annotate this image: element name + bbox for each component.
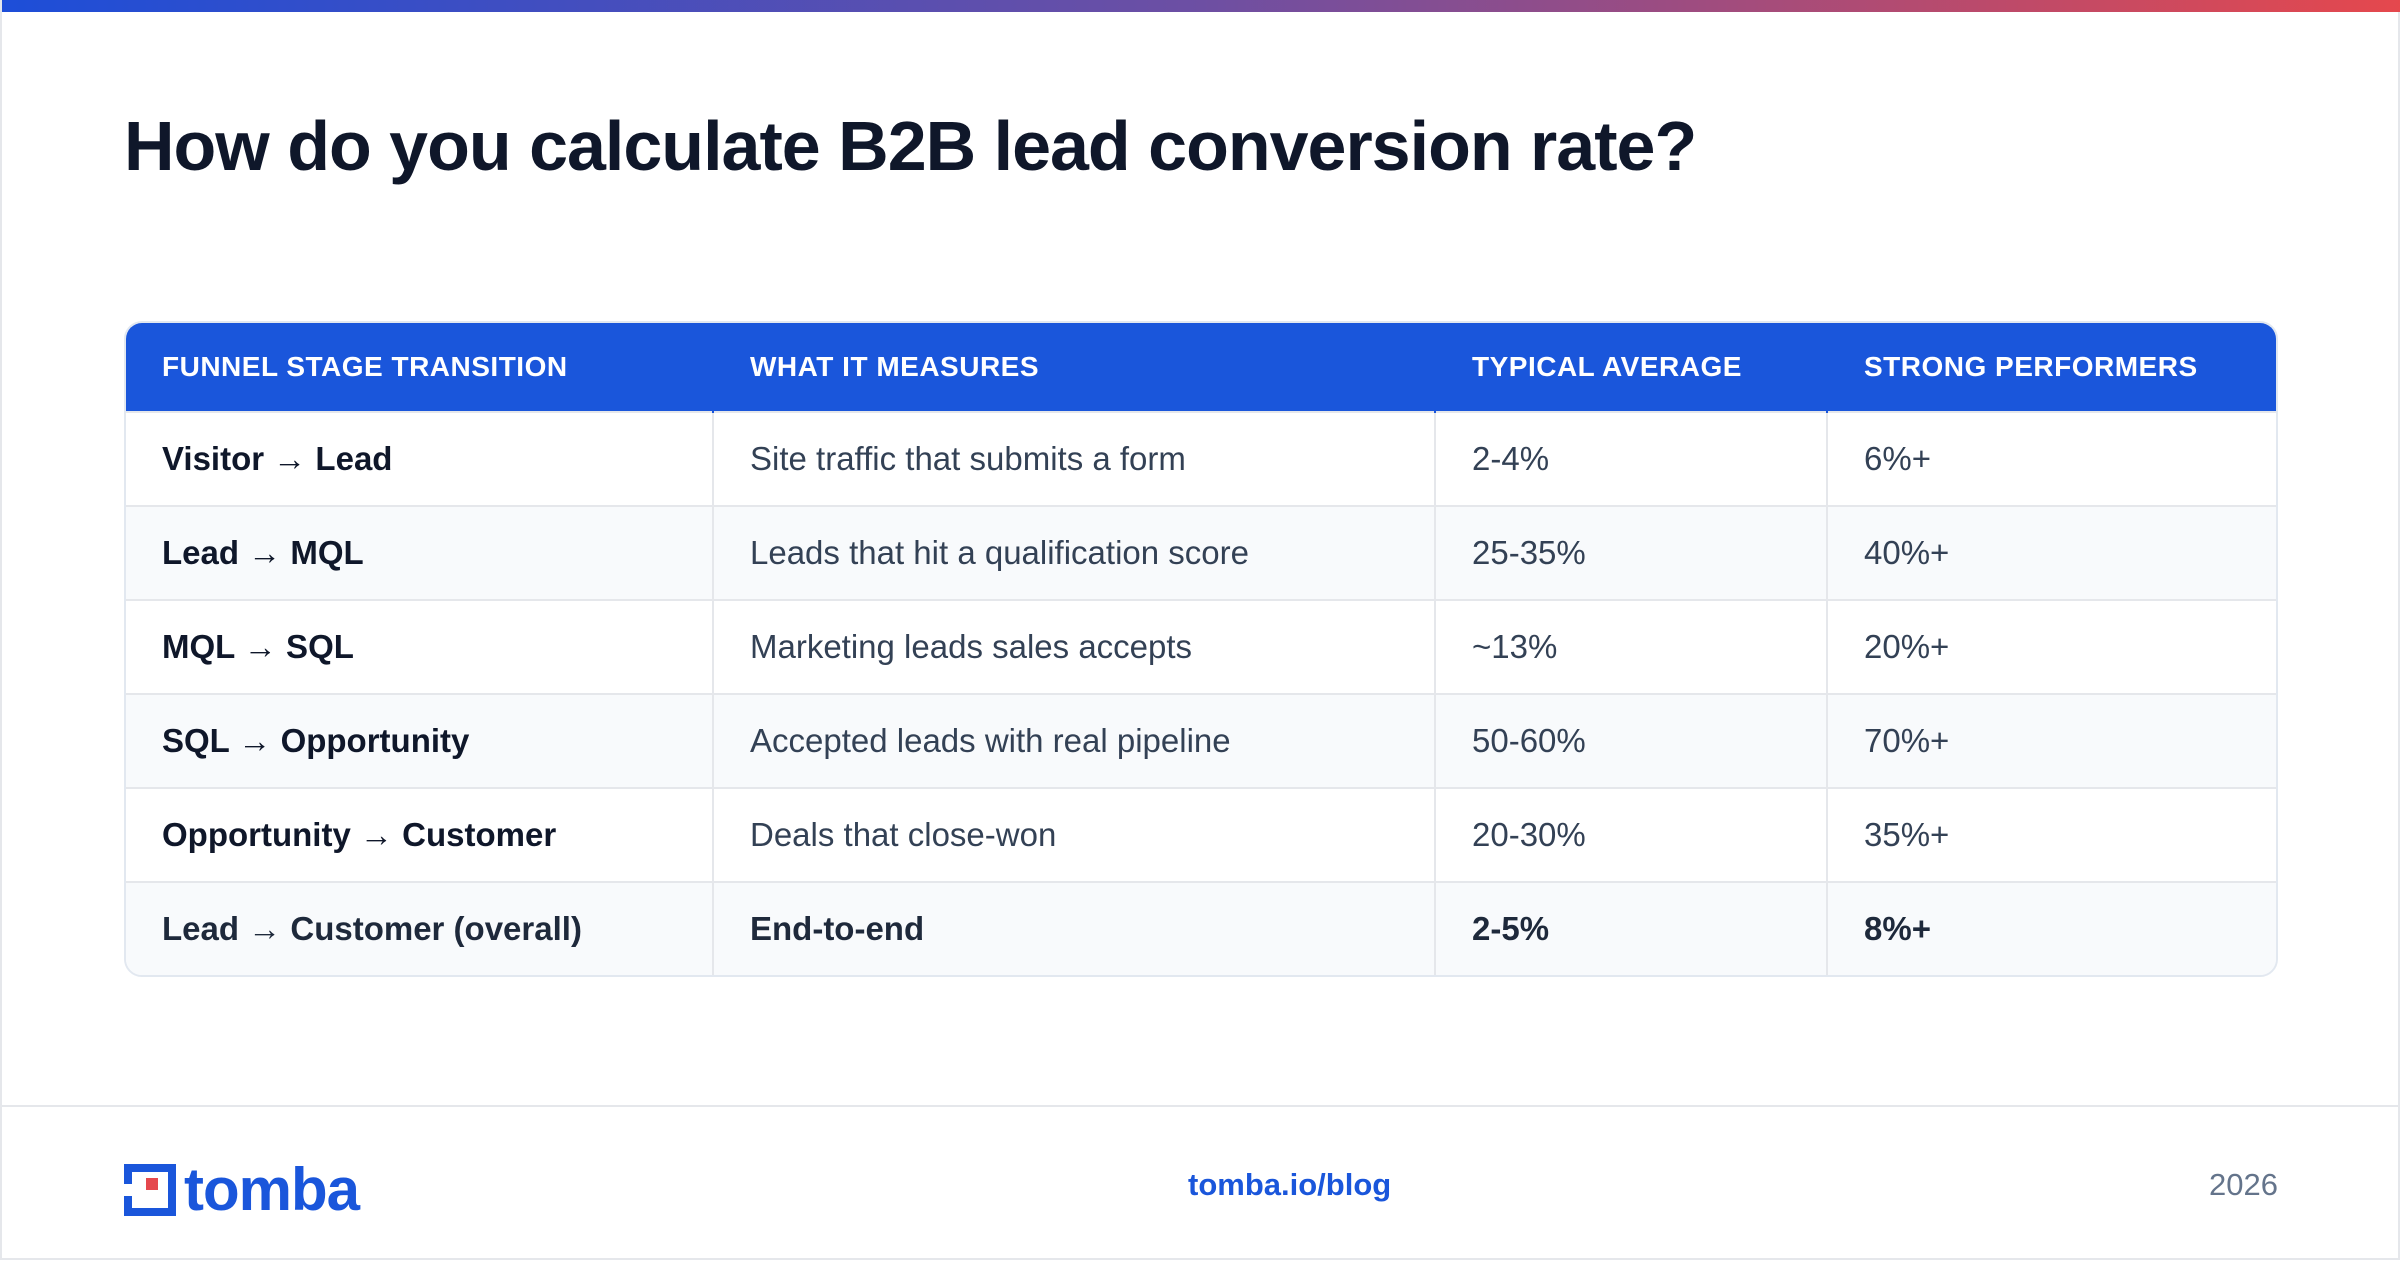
title: How do you calculate B2B lead conversion… bbox=[124, 107, 1697, 185]
table-row: Opportunity → Customer Deals that close-w… bbox=[126, 787, 2276, 882]
table-row: SQL → Opportunity Accepted leads with rea… bbox=[126, 693, 2276, 788]
table-cell: 2-4% bbox=[1434, 411, 1827, 506]
table-cell: Accepted leads with real pipeline bbox=[712, 693, 1435, 788]
table: FUNNEL STAGE TRANSITION WHAT IT MEASURES T… bbox=[126, 323, 2276, 975]
table-row: Lead → MQL Leads that hit a qualification… bbox=[126, 505, 2276, 600]
column-header: WHAT IT MEASURES bbox=[712, 323, 1435, 412]
table-cell: 6%+ bbox=[1826, 411, 2276, 506]
table-cell: Leads that hit a qualification score bbox=[712, 505, 1435, 600]
logo-dot bbox=[146, 1177, 158, 1190]
year: 2026 bbox=[2209, 1167, 2278, 1202]
table-cell: Site traffic that submits a form bbox=[712, 411, 1435, 506]
table-cell: Lead → MQL bbox=[126, 505, 713, 600]
table-row: MQL → SQL Marketing leads sales accepts ~1… bbox=[126, 599, 2276, 694]
column-header: TYPICAL AVERAGE bbox=[1434, 323, 1827, 412]
table-cell: Opportunity → Customer bbox=[126, 787, 713, 882]
table-cell: Deals that close-won bbox=[712, 787, 1435, 882]
column-header: FUNNEL STAGE TRANSITION bbox=[126, 323, 713, 412]
logo: tomba bbox=[124, 1155, 360, 1224]
table-row: Visitor → Lead Site traffic that submits … bbox=[126, 411, 2276, 506]
table-cell: Lead → Customer (overall) bbox=[126, 881, 713, 975]
table-cell: ~13% bbox=[1434, 599, 1827, 694]
table-cell: 35%+ bbox=[1826, 787, 2276, 882]
logo-icon bbox=[124, 1163, 176, 1216]
table-cell: End-to-end bbox=[712, 881, 1435, 975]
table-cell: SQL → Opportunity bbox=[126, 693, 713, 788]
logo-text: tomba bbox=[184, 1156, 360, 1223]
header-row: FUNNEL STAGE TRANSITION WHAT IT MEASURES T… bbox=[126, 323, 2276, 412]
footer: tomba tomba.io/blog 2026 bbox=[2, 1105, 2398, 1262]
table-cell: Visitor → Lead bbox=[126, 411, 713, 506]
table-cell: MQL → SQL bbox=[126, 599, 713, 694]
logo-frame bbox=[124, 1163, 176, 1216]
table-cell: 20%+ bbox=[1826, 599, 2276, 694]
table-cell: Marketing leads sales accepts bbox=[712, 599, 1435, 694]
table-cell: 40%+ bbox=[1826, 505, 2276, 600]
table-row: Lead → Customer (overall) End-to-end 2-5% 8… bbox=[126, 881, 2276, 975]
table-body: Visitor → Lead Site traffic that submits … bbox=[126, 411, 2276, 975]
column-header: STRONG PERFORMERS bbox=[1826, 323, 2276, 412]
logo-gap bbox=[124, 1183, 134, 1196]
table-container: FUNNEL STAGE TRANSITION WHAT IT MEASURES T… bbox=[124, 321, 2278, 977]
table-cell: 2-5% bbox=[1434, 881, 1827, 975]
table-cell: 25-35% bbox=[1434, 505, 1827, 600]
table-cell: 8%+ bbox=[1826, 881, 2276, 975]
blog-link[interactable]: tomba.io/blog bbox=[1188, 1167, 1392, 1202]
table-cell: 70%+ bbox=[1826, 693, 2276, 788]
gradient-bar bbox=[2, 0, 2400, 12]
table-cell: 20-30% bbox=[1434, 787, 1827, 882]
table-head: FUNNEL STAGE TRANSITION WHAT IT MEASURES T… bbox=[126, 323, 2276, 412]
table-cell: 50-60% bbox=[1434, 693, 1827, 788]
